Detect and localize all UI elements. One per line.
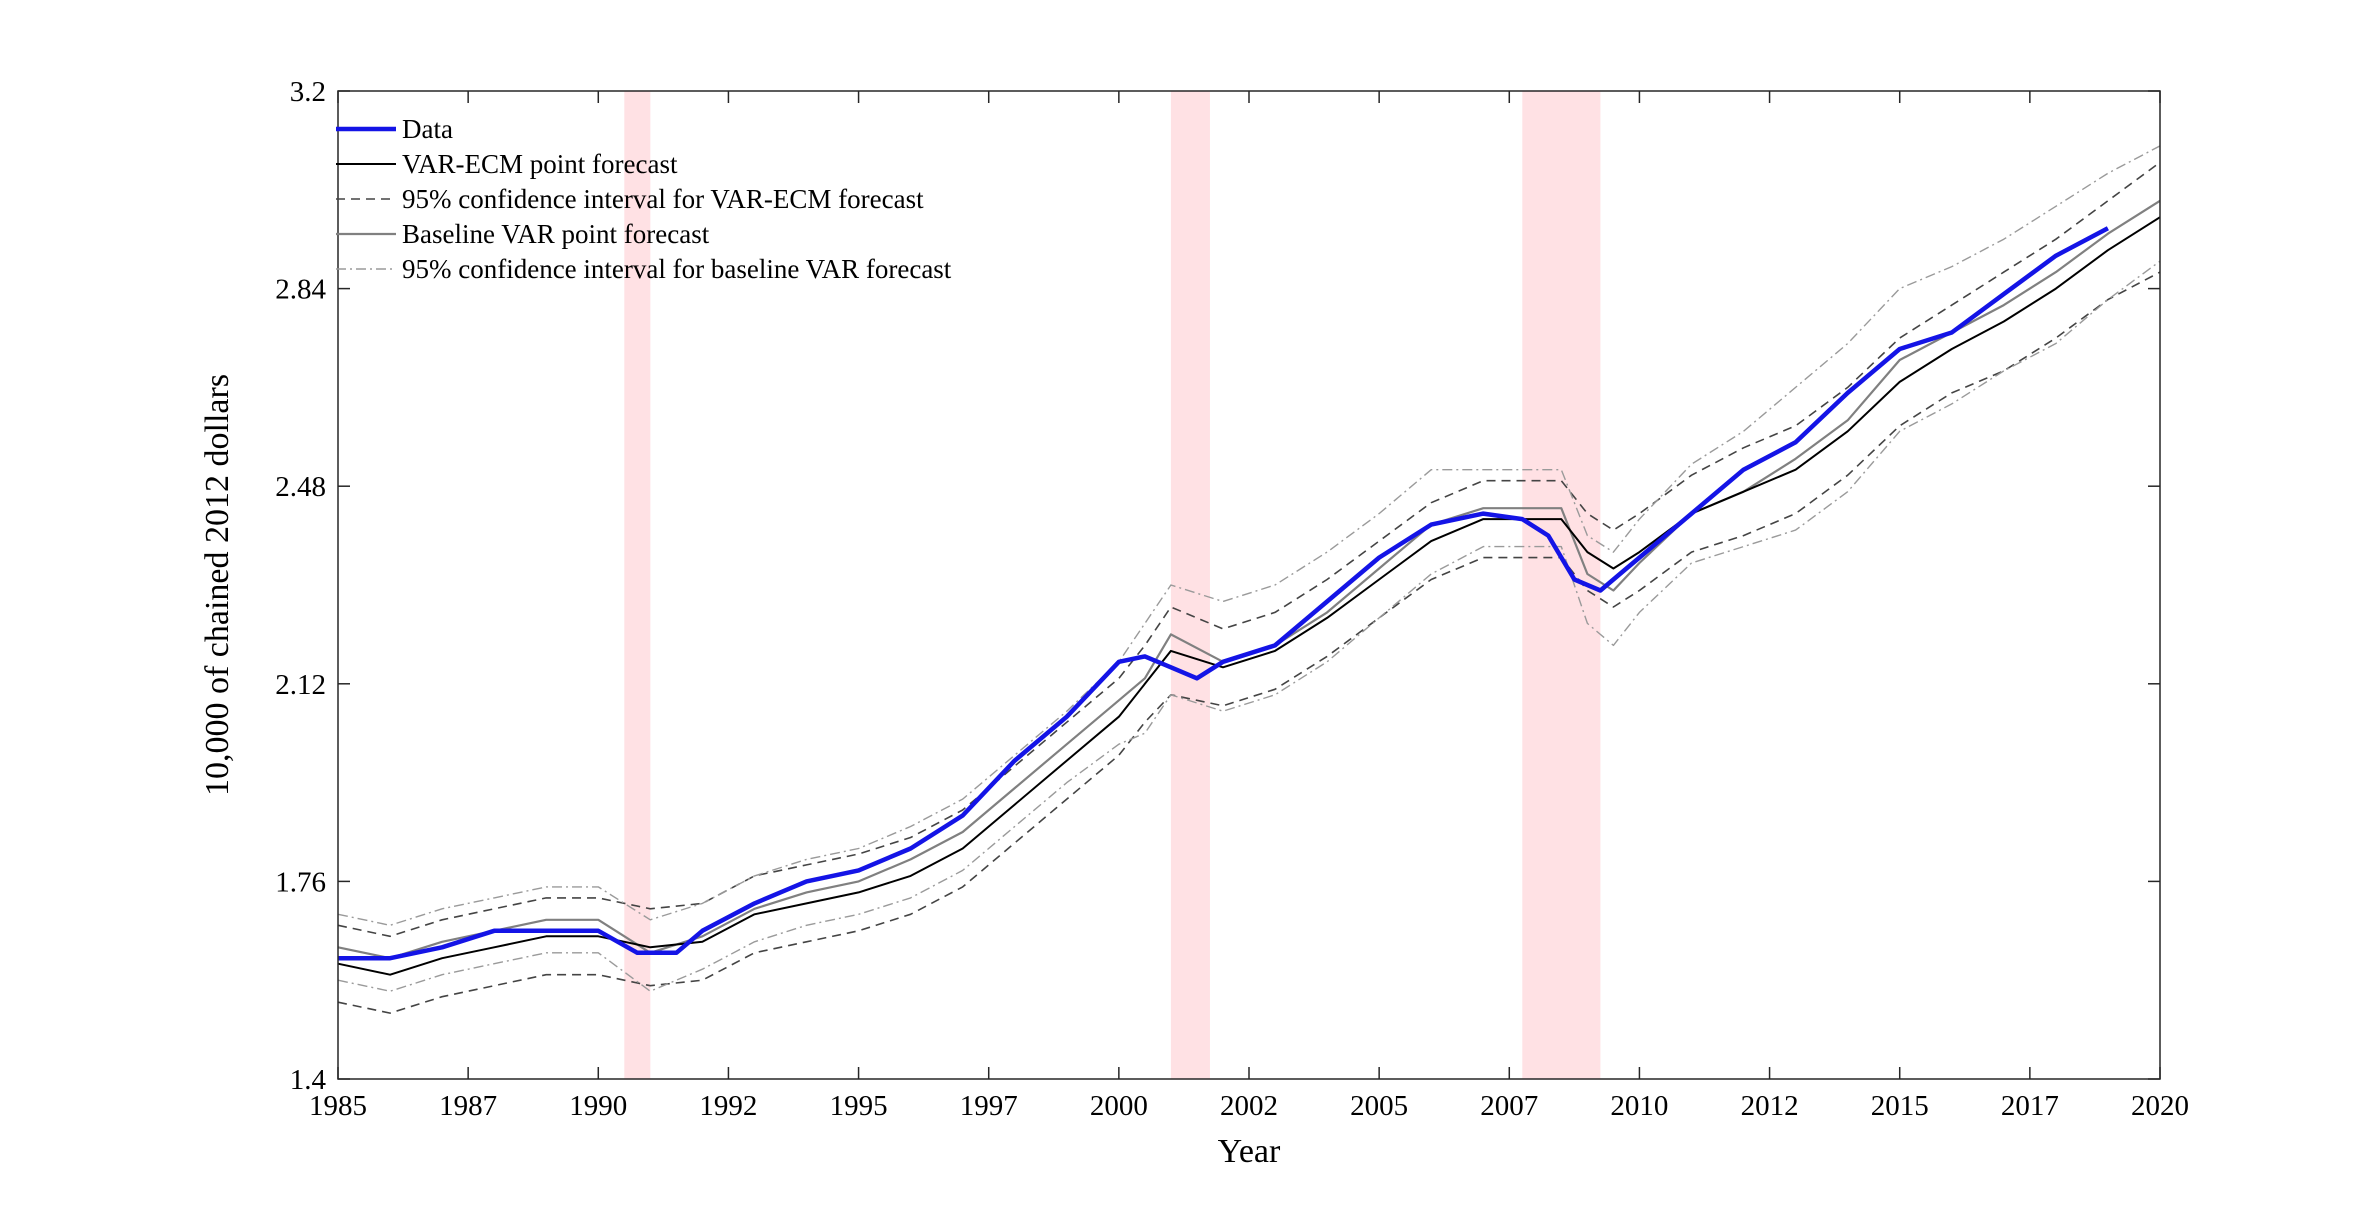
- series-line-var-ecm-ci-3: [337, 271, 2161, 1014]
- series-group: [337, 145, 2161, 1014]
- series-line-var-ecm-ci-2: [337, 161, 2161, 938]
- x-tick-label: 2020: [2131, 1090, 2189, 1122]
- y-tick-label: 2.12: [275, 669, 326, 701]
- series-line-data-0: [338, 226, 2109, 961]
- x-tick-label: 1992: [699, 1090, 757, 1122]
- x-tick-label: 1987: [439, 1090, 497, 1122]
- x-tick-label: 2002: [1220, 1090, 1278, 1122]
- x-tick-label: 1990: [569, 1090, 627, 1122]
- series-line-var-ecm-1: [337, 216, 2161, 976]
- series-line-baseline-ci-5: [337, 145, 2161, 926]
- y-tick-label: 1.76: [275, 866, 326, 898]
- legend-label-var-ecm: VAR-ECM point forecast: [402, 149, 678, 179]
- y-axis: 1.4 1.76 2.12 2.48 2.84 3.2: [275, 76, 2160, 1096]
- y-tick-label: 2.48: [275, 471, 326, 503]
- x-tick-label: 2012: [1741, 1090, 1799, 1122]
- legend-label-baseline: Baseline VAR point forecast: [402, 219, 710, 249]
- series-line-baseline-4: [337, 199, 2161, 960]
- recession-band-1: [624, 91, 651, 1079]
- legend-label-data: Data: [402, 114, 453, 144]
- y-axis-title: 10,000 of chained 2012 dollars: [199, 374, 236, 796]
- series-line-baseline-ci-6: [337, 260, 2161, 992]
- x-tick-label: 1997: [960, 1090, 1018, 1122]
- x-tick-label: 2000: [1090, 1090, 1148, 1122]
- recession-shading: [624, 91, 1601, 1079]
- x-tick-label: 1985: [309, 1090, 367, 1122]
- x-axis-title: Year: [1218, 1133, 1281, 1170]
- x-tick-label: 2005: [1350, 1090, 1408, 1122]
- y-tick-label: 1.4: [290, 1064, 327, 1096]
- legend: Data VAR-ECM point forecast 95% confidence…: [336, 114, 952, 284]
- x-tick-label: 2015: [1871, 1090, 1929, 1122]
- legend-label-baseline-ci: 95% confidence interval for baseline VAR…: [402, 254, 952, 284]
- x-tick-label: 2007: [1480, 1090, 1538, 1122]
- recession-band-2: [1170, 91, 1210, 1079]
- x-tick-label: 2010: [1610, 1090, 1668, 1122]
- y-tick-label: 2.84: [275, 274, 326, 306]
- x-tick-label: 1995: [830, 1090, 888, 1122]
- x-axis: 1985 1987 1990 1992 1995 1997 2000 2002 2005 2007…: [309, 91, 2189, 1122]
- x-tick-label: 2017: [2001, 1090, 2059, 1122]
- legend-label-var-ecm-ci: 95% confidence interval for VAR-ECM fore…: [402, 184, 924, 214]
- y-tick-label: 3.2: [290, 76, 326, 108]
